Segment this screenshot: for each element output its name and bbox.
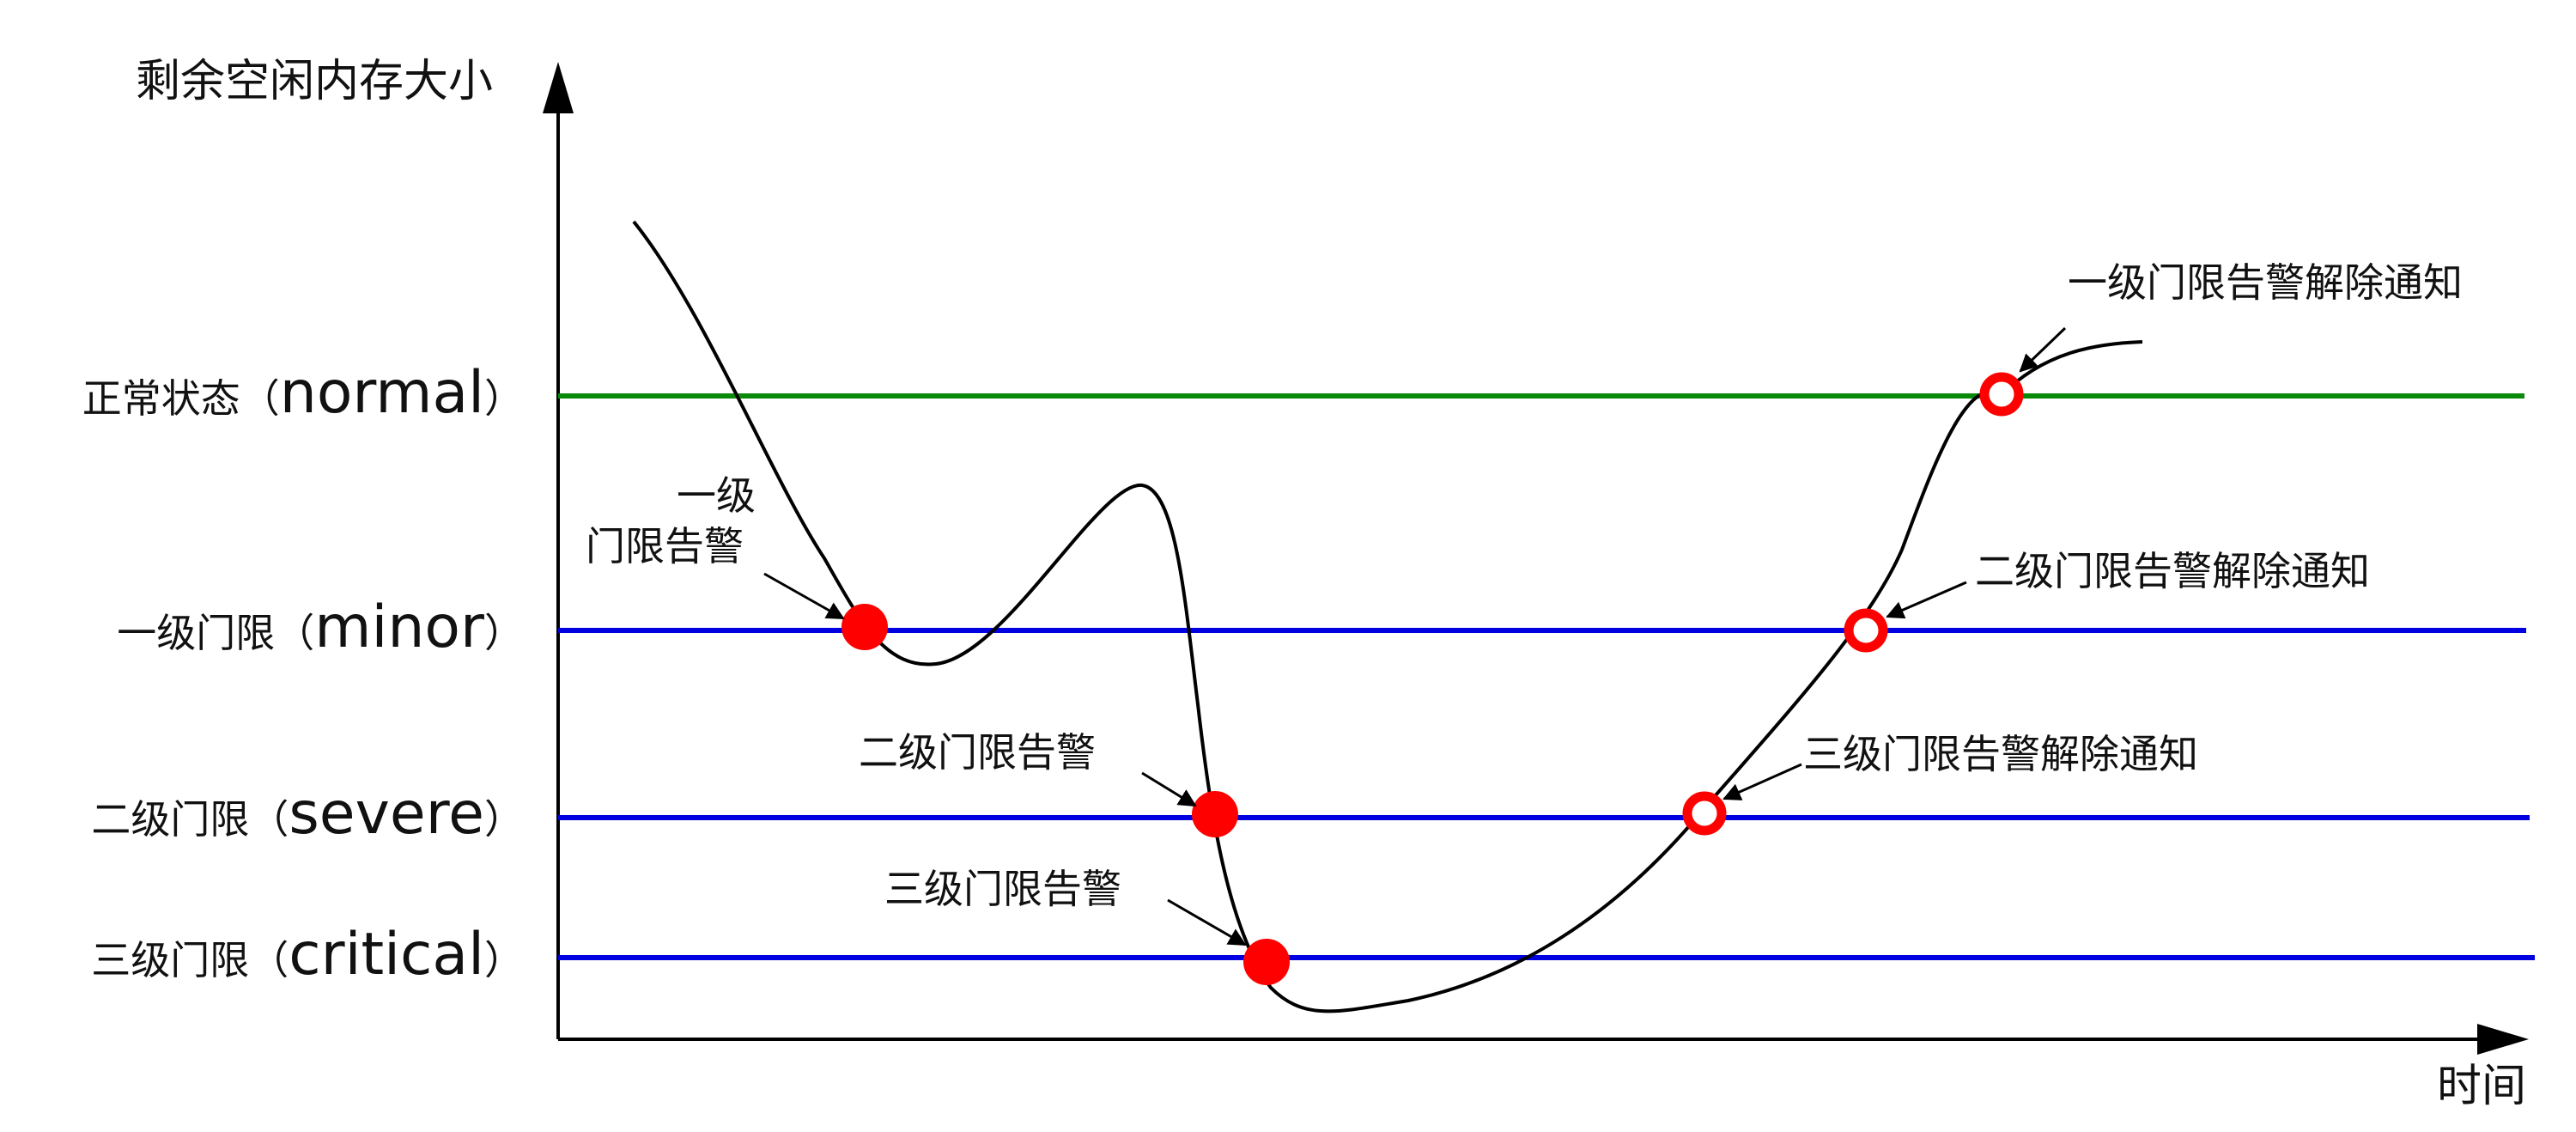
minor-alarm-text-line2: 门限告警 (586, 523, 744, 569)
y-axis-title: 剩余空闲内存大小 (136, 56, 493, 107)
critical-alarm-text: 三级门限告警 (884, 866, 1121, 912)
minor-clear-marker (1979, 372, 2024, 417)
critical-alarm-marker (1243, 939, 1290, 985)
critical-clear-arrow (1722, 763, 1802, 800)
minor-clear-text: 一级门限告警解除通知 (2068, 259, 2463, 306)
critical-clear-text: 三级门限告警解除通知 (1803, 731, 2198, 777)
level-label-severe: 二级门限（severe） (91, 780, 524, 848)
severe-clear-text: 二级门限告警解除通知 (1975, 548, 2370, 594)
level-label-critical: 三级门限（critical） (91, 921, 524, 989)
severe-alarm-arrow (1141, 771, 1197, 807)
x-axis-title: 时间 (2437, 1061, 2526, 1112)
minor-alarm-marker (841, 604, 888, 650)
minor-alarm-arrow (763, 572, 845, 620)
y-axis-arrow-icon (543, 62, 574, 113)
severe-alarm-marker (1192, 791, 1238, 837)
severe-alarm-text: 二级门限告警 (859, 729, 1096, 776)
minor-alarm-text-line1: 一级 (677, 472, 756, 519)
level-label-minor: 一级门限（minor） (117, 593, 524, 661)
minor-clear-arrow (2019, 326, 2067, 373)
level-label-normal: 正常状态（normal） (82, 359, 524, 427)
severe-clear-marker (1844, 608, 1888, 653)
critical-alarm-arrow (1167, 898, 1247, 946)
severe-clear-arrow (1886, 581, 1967, 619)
critical-clear-marker (1682, 791, 1727, 836)
x-axis-arrow-icon (2477, 1024, 2529, 1055)
